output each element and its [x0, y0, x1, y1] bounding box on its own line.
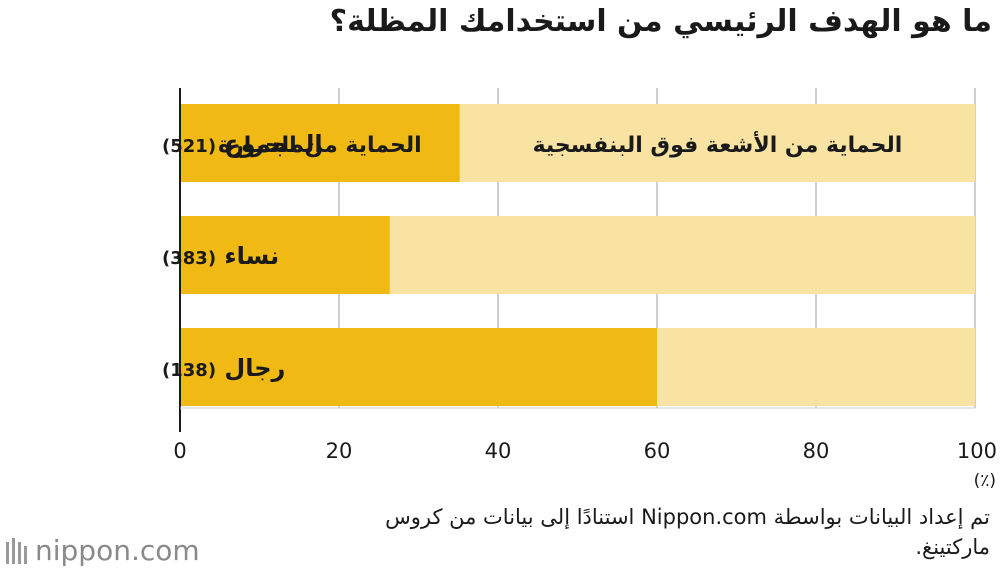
series-label-uv: الحماية من الأشعة فوق البنفسجية: [533, 130, 903, 158]
nippon-logo: nippon.com: [6, 534, 200, 567]
bar-heat: [180, 104, 460, 182]
source-note: تم إعداد البيانات بواسطة Nippon.com استن…: [385, 505, 990, 559]
x-unit-label: (٪): [974, 471, 996, 491]
x-tick-label: 40: [485, 439, 512, 463]
chart-title: ما هو الهدف الرئيسي من استخدامك المظلة؟: [329, 4, 992, 39]
category-name: المجموع: [216, 130, 323, 158]
logo-text: nippon.com: [35, 534, 200, 567]
stacked-bar-chart: المجموع (521) نساء (383) رجال (138) الحماية…: [162, 88, 997, 491]
bar-uv: [389, 216, 975, 294]
category-label: رجال (138): [162, 354, 285, 382]
series-label-heat: الحماية من الحرارة: [218, 133, 422, 158]
logo-mark-icon: [6, 537, 27, 564]
x-tick-label: 60: [644, 439, 671, 463]
x-tick-label: 20: [326, 439, 353, 463]
category-count: (521): [162, 136, 216, 157]
bar-heat: [180, 328, 657, 406]
bar-uv: [459, 104, 976, 182]
category-label: نساء (383): [162, 242, 279, 270]
bar-heat: [180, 216, 390, 294]
x-tick-label: 80: [803, 439, 830, 463]
category-name: رجال: [216, 354, 285, 382]
category-label: المجموع (521): [162, 130, 323, 158]
category-count: (138): [162, 360, 216, 381]
x-tick-label: 100: [957, 439, 997, 463]
category-name: نساء: [216, 242, 279, 270]
bar-uv: [657, 328, 975, 406]
x-tick-label: 0: [173, 439, 186, 463]
category-count: (383): [162, 248, 216, 269]
